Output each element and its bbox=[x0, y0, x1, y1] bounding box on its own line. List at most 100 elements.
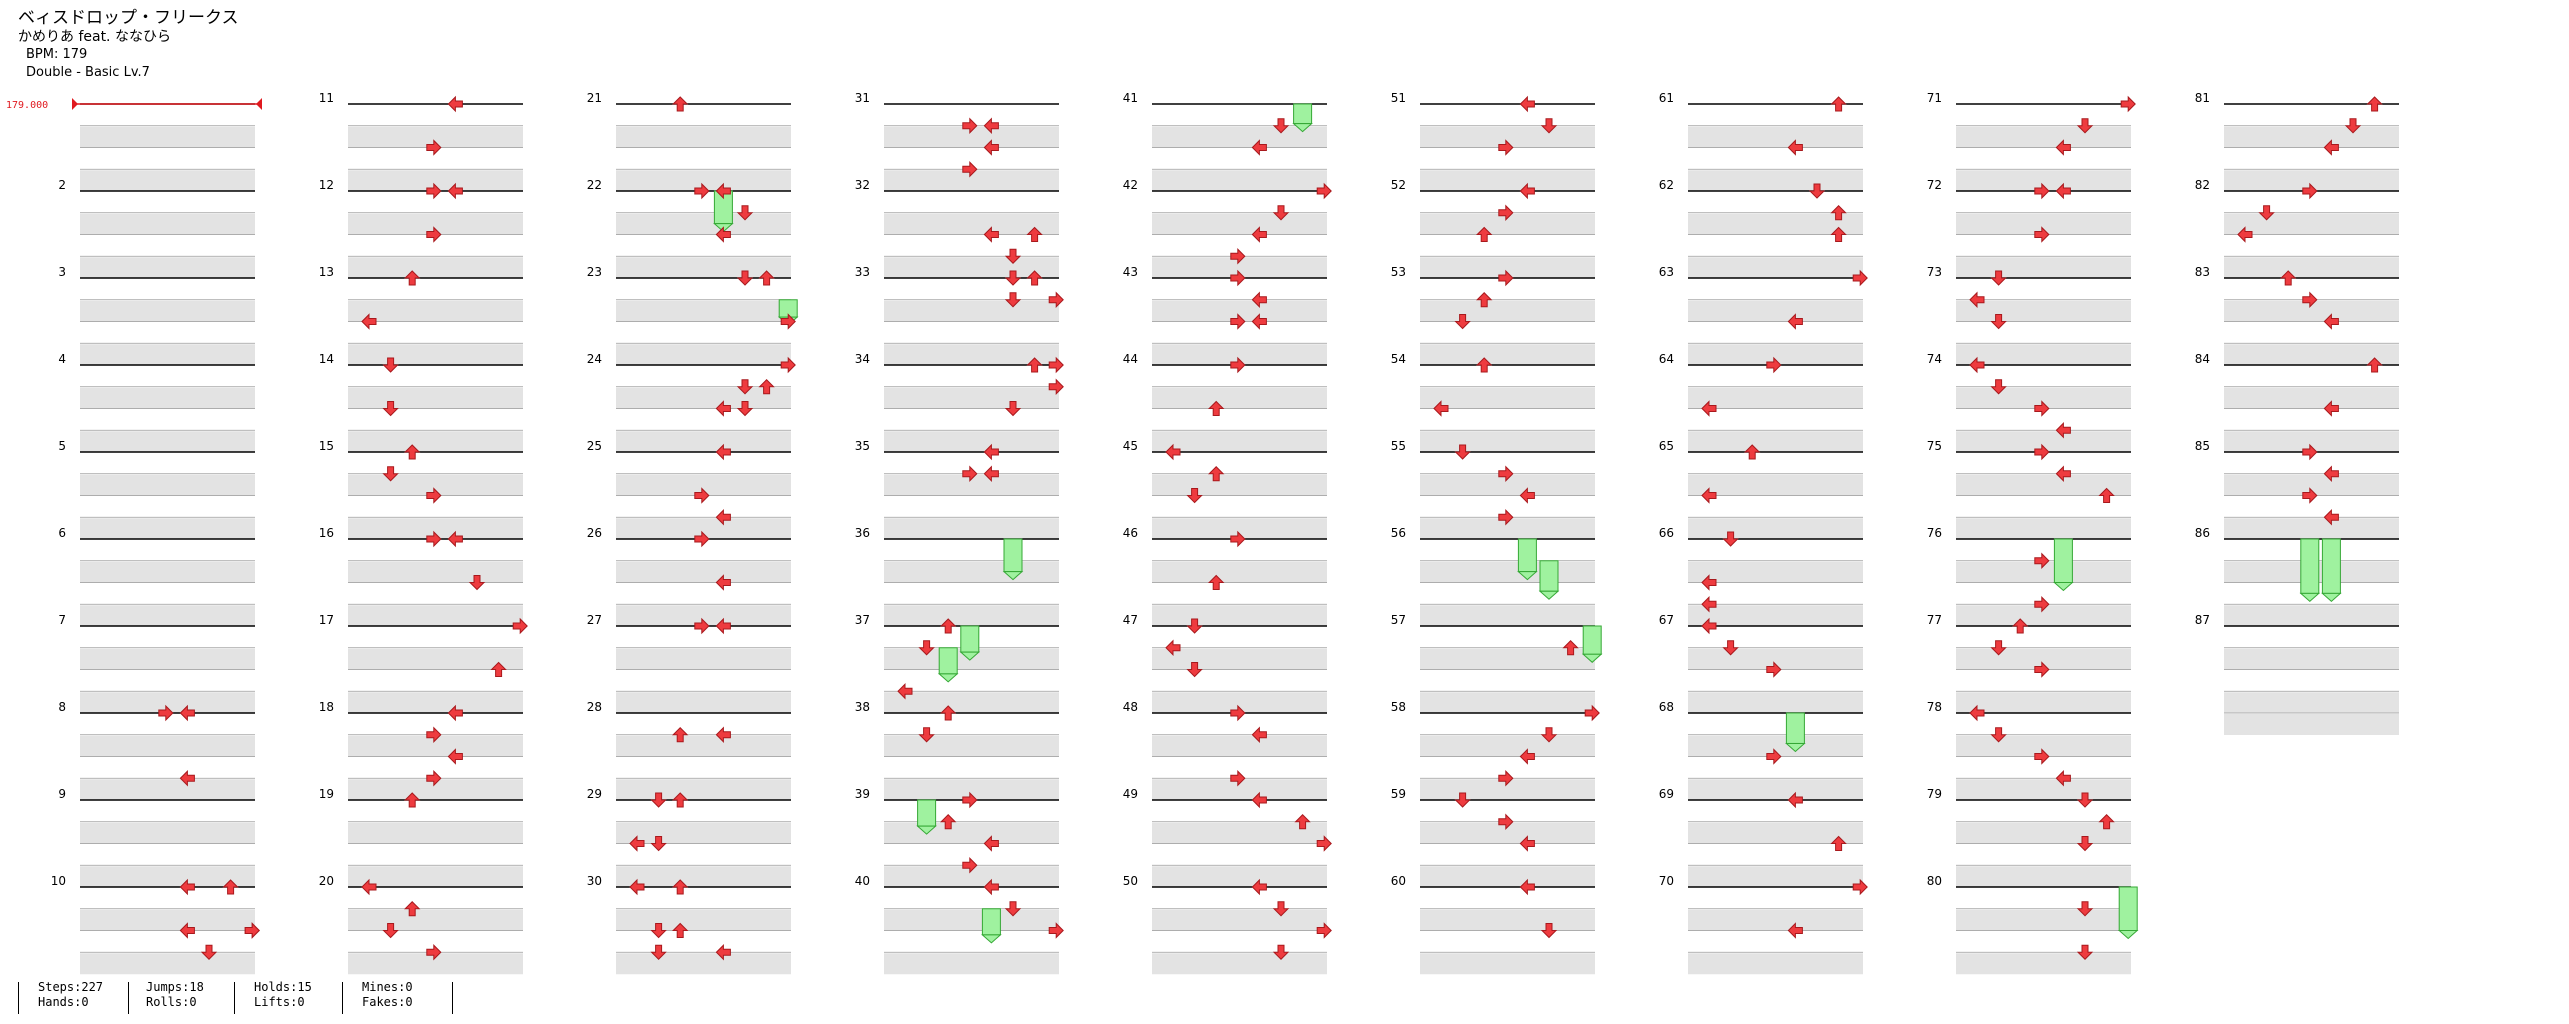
measure-number: 38 bbox=[855, 700, 870, 714]
stat-mines-fakes: Mines:0 Fakes:0 bbox=[362, 980, 413, 1010]
difficulty-label: Double - Basic Lv.7 bbox=[26, 65, 150, 80]
measure-number: 74 bbox=[1927, 352, 1942, 366]
beat-row bbox=[2224, 366, 2399, 387]
beat-row bbox=[1956, 627, 2131, 648]
beat-row bbox=[1420, 583, 1595, 605]
beat-row bbox=[1420, 431, 1595, 453]
hold-body bbox=[2118, 886, 2138, 931]
beat-row bbox=[884, 583, 1059, 605]
beat-row bbox=[1956, 431, 2131, 453]
beat-row bbox=[616, 300, 791, 322]
beat-row bbox=[2224, 387, 2399, 409]
beat-row bbox=[80, 192, 255, 213]
beat-row bbox=[616, 909, 791, 931]
beat-row bbox=[1956, 148, 2131, 170]
beat-row bbox=[1152, 648, 1327, 670]
beat-row bbox=[1688, 409, 1863, 431]
beat-row bbox=[80, 844, 255, 866]
measure-number: 72 bbox=[1927, 178, 1942, 192]
beat-row bbox=[1152, 540, 1327, 561]
measure-number: 19 bbox=[319, 787, 334, 801]
stat-lifts: Lifts:0 bbox=[254, 995, 305, 1009]
beat-row bbox=[80, 822, 255, 844]
measure-number: 47 bbox=[1123, 613, 1138, 627]
beat-row bbox=[348, 561, 523, 583]
beat-row bbox=[1688, 213, 1863, 235]
beat-row bbox=[616, 583, 791, 605]
step-chart: 2345678910111213141516171819202122232425… bbox=[6, 91, 2399, 975]
measure-number: 54 bbox=[1391, 352, 1406, 366]
beat-row bbox=[616, 648, 791, 670]
beat-row bbox=[1152, 953, 1327, 975]
measure-number: 31 bbox=[855, 91, 870, 105]
beat-row bbox=[80, 300, 255, 322]
measure-number: 65 bbox=[1659, 439, 1674, 453]
beat-row bbox=[1420, 648, 1595, 670]
measure-number: 68 bbox=[1659, 700, 1674, 714]
beat-row bbox=[348, 322, 523, 344]
beat-row bbox=[616, 735, 791, 757]
measure-number: 66 bbox=[1659, 526, 1674, 540]
beat-row bbox=[80, 561, 255, 583]
measure-number: 77 bbox=[1927, 613, 1942, 627]
beat-row bbox=[1956, 257, 2131, 279]
hold-tail bbox=[1002, 571, 1024, 581]
measure-number: 87 bbox=[2195, 613, 2210, 627]
beat-row bbox=[1152, 757, 1327, 779]
measure-number: 46 bbox=[1123, 526, 1138, 540]
hold-tail bbox=[2299, 592, 2321, 603]
beat-row bbox=[616, 801, 791, 822]
beat-row bbox=[884, 213, 1059, 235]
beat-row bbox=[616, 431, 791, 453]
bpm-marker-left-tick bbox=[72, 98, 78, 110]
bpm-marker-label: 179.000 bbox=[6, 100, 48, 111]
beat-row bbox=[80, 888, 255, 909]
beat-row bbox=[348, 605, 523, 627]
beat-row bbox=[1956, 714, 2131, 735]
beat-row bbox=[1152, 909, 1327, 931]
beat-row bbox=[1152, 496, 1327, 518]
beat-row bbox=[616, 148, 791, 170]
measure-number: 64 bbox=[1659, 352, 1674, 366]
stats-bar: Steps:227 Hands:0 Jumps:18 Rolls:0 Holds… bbox=[0, 980, 600, 1020]
beat-row bbox=[1956, 888, 2131, 909]
beat-row bbox=[1420, 518, 1595, 540]
measure-number: 9 bbox=[58, 787, 66, 801]
hold-body bbox=[981, 908, 1001, 936]
measure-number: 2 bbox=[58, 178, 66, 192]
beat-row bbox=[348, 801, 523, 822]
beat-row bbox=[884, 192, 1059, 213]
beat-row bbox=[616, 213, 791, 235]
beat-row bbox=[884, 387, 1059, 409]
beat-row bbox=[80, 605, 255, 627]
beat-row bbox=[80, 344, 255, 366]
beat-row bbox=[616, 105, 791, 126]
beat-row bbox=[884, 561, 1059, 583]
bpm-label: BPM: 179 bbox=[26, 47, 88, 62]
beat-row bbox=[1956, 409, 2131, 431]
beat-row bbox=[1688, 192, 1863, 213]
beat-row bbox=[1420, 561, 1595, 583]
measure-number: 63 bbox=[1659, 265, 1674, 279]
beat-row bbox=[1152, 714, 1327, 735]
beat-row bbox=[2224, 148, 2399, 170]
beat-row bbox=[348, 257, 523, 279]
beat-row bbox=[1420, 366, 1595, 387]
beat-row bbox=[1152, 300, 1327, 322]
beat-row bbox=[616, 866, 791, 888]
beat-row bbox=[1152, 235, 1327, 257]
beat-row bbox=[616, 714, 791, 735]
measure-number: 85 bbox=[2195, 439, 2210, 453]
measure-number: 41 bbox=[1123, 91, 1138, 105]
hold-tail bbox=[1785, 742, 1806, 753]
measure-number: 29 bbox=[587, 787, 602, 801]
beat-row bbox=[2224, 714, 2399, 735]
beat-row bbox=[1688, 779, 1863, 801]
measure-number: 28 bbox=[587, 700, 602, 714]
beat-row bbox=[1420, 213, 1595, 235]
beat-row bbox=[616, 888, 791, 909]
measure-number: 26 bbox=[587, 526, 602, 540]
hold-tail bbox=[916, 825, 937, 835]
beat-row bbox=[80, 213, 255, 235]
beat-row bbox=[616, 344, 791, 366]
